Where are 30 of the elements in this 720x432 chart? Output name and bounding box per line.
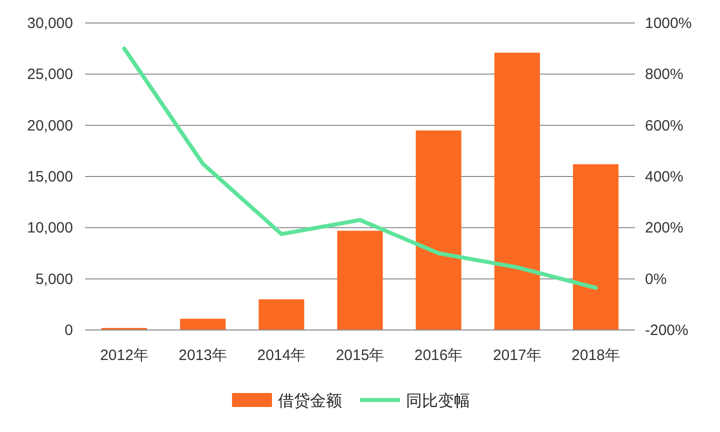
legend-label: 同比变幅: [406, 392, 470, 410]
y-tick-label: 0: [64, 322, 73, 339]
y-tick-label: 30,000: [27, 15, 73, 32]
bar: [337, 230, 383, 330]
x-tick-label: 2018年: [572, 347, 620, 364]
bar: [180, 318, 226, 330]
bar: [416, 130, 462, 330]
y2-tick-label: 400%: [645, 168, 684, 186]
x-tick-label: 2016年: [414, 347, 463, 364]
y-tick-label: 5,000: [35, 270, 73, 288]
x-tick-label: 2013年: [178, 347, 228, 364]
y-tick-label: 20,000: [27, 117, 73, 134]
y-tick-label: 15,000: [27, 168, 73, 186]
legend-label: 借贷金额: [278, 392, 342, 410]
y2-tick-label: 600%: [645, 117, 684, 134]
x-tick-label: 2014年: [257, 347, 306, 364]
y-tick-label: 25,000: [27, 66, 73, 84]
y2-tick-label: -200%: [645, 322, 688, 339]
y-tick-label: 10,000: [27, 220, 73, 237]
x-tick-label: 2012年: [100, 347, 148, 364]
y2-tick-label: 0%: [645, 270, 667, 288]
x-tick-label: 2015年: [336, 347, 384, 364]
y2-tick-label: 200%: [645, 220, 684, 237]
bar: [494, 52, 540, 330]
line-series: [122, 46, 598, 290]
bar: [258, 299, 304, 330]
bar: [572, 164, 618, 330]
y2-tick-label: 800%: [645, 66, 684, 84]
x-tick-label: 2017年: [492, 347, 542, 364]
y2-tick-label: 1000%: [645, 15, 692, 32]
